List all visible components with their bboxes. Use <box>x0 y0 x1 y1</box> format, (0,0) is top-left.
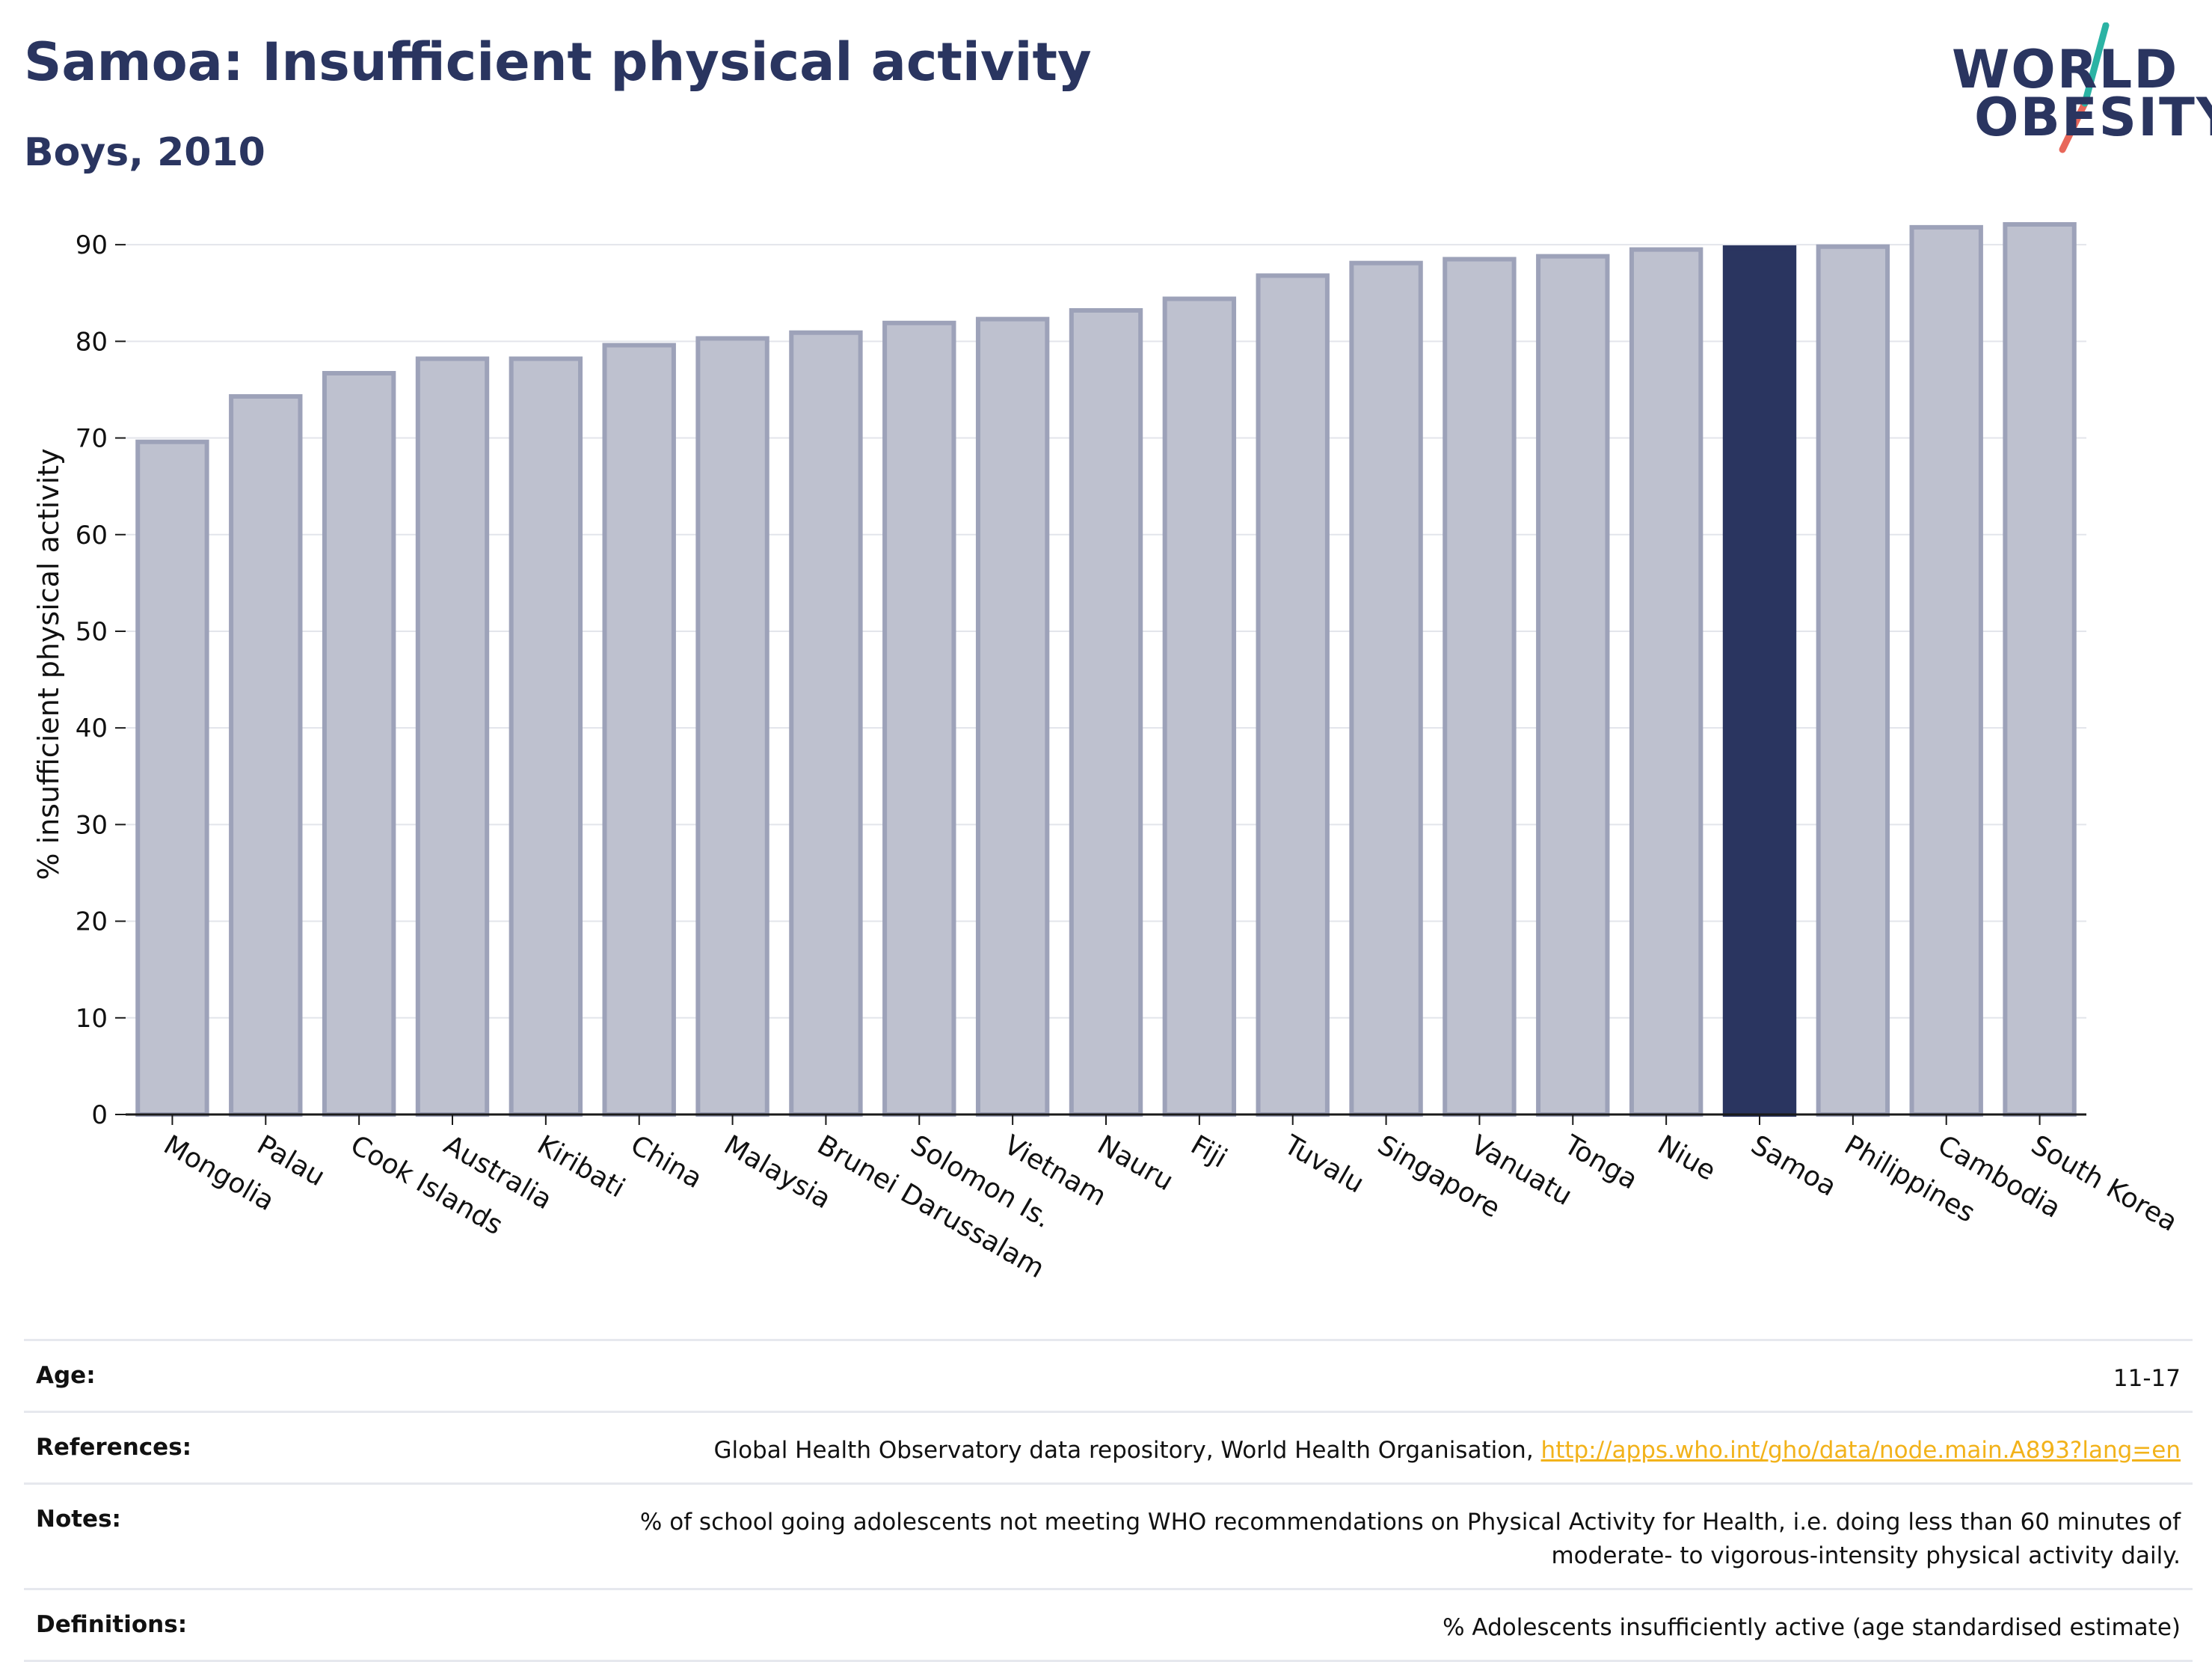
bar <box>135 439 209 1117</box>
bar <box>322 370 396 1117</box>
x-tick-label: Samoa <box>1746 1129 1842 1203</box>
x-tick-label: Tuvalu <box>1278 1129 1368 1200</box>
bar <box>1536 254 1610 1117</box>
bar <box>602 343 676 1117</box>
y-tick-label: 40 <box>76 714 108 743</box>
y-tick-label: 80 <box>76 327 108 357</box>
age-value: 11-17 <box>2113 1365 2181 1392</box>
logo-word-obesity: OBESITY <box>1974 87 2212 148</box>
bar <box>1256 273 1330 1117</box>
references-link[interactable]: http://apps.who.int/gho/data/node.main.A… <box>1540 1436 2181 1464</box>
bar <box>415 356 490 1117</box>
x-tick-label: Niue <box>1653 1129 1721 1186</box>
notes-line-2: moderate- to vigorous-intensity physical… <box>1551 1542 2181 1569</box>
world-obesity-logo: WORLD OBESITY <box>1952 22 2212 157</box>
y-axis-ticks: 0 10 20 30 40 50 60 70 80 90 <box>76 230 126 1130</box>
bar <box>509 356 583 1117</box>
logo-word-world: WORLD <box>1952 39 2179 100</box>
y-tick-label: 60 <box>76 521 108 551</box>
x-tick-label: China <box>625 1129 707 1195</box>
x-tick-label: Fiji <box>1185 1129 1232 1174</box>
y-tick-label: 50 <box>76 617 108 647</box>
definitions-label: Definitions: <box>36 1610 188 1638</box>
logo-slash-icon <box>2059 22 2110 153</box>
bar <box>789 330 863 1117</box>
bar <box>695 336 769 1117</box>
y-tick-label: 10 <box>76 1004 108 1034</box>
notes-line-1: % of school going adolescents not meetin… <box>639 1508 2181 1536</box>
bars <box>135 222 2077 1117</box>
bar <box>1909 224 1983 1117</box>
bar <box>1816 244 1890 1117</box>
bar <box>1349 260 1423 1117</box>
references-text: Global Health Observatory data repositor… <box>713 1436 1534 1464</box>
bar <box>1629 247 1703 1117</box>
y-axis-label: % insufficient physical activity <box>32 448 65 880</box>
info-row-definitions: Definitions: % Adolescents insufficientl… <box>24 1587 2193 1662</box>
info-row-references: References: Global Health Observatory da… <box>24 1410 2193 1482</box>
bar <box>1069 307 1143 1117</box>
notes-label: Notes: <box>36 1505 121 1533</box>
bar-highlight <box>1722 245 1797 1117</box>
chart-title: Samoa: Insufficient physical activity <box>24 31 1092 93</box>
definitions-value: % Adolescents insufficiently active (age… <box>1443 1613 2181 1641</box>
bar <box>882 320 956 1117</box>
bar <box>975 316 1050 1117</box>
info-row-notes: Notes: % of school going adolescents not… <box>24 1482 2193 1588</box>
y-tick-label: 90 <box>76 230 108 260</box>
references-label: References: <box>36 1433 192 1461</box>
y-tick-label: 20 <box>76 907 108 937</box>
y-tick-label: 30 <box>76 810 108 840</box>
bar <box>1162 296 1237 1117</box>
references-value: Global Health Observatory data repositor… <box>713 1434 2181 1468</box>
info-row-age: Age: 11-17 <box>24 1339 2193 1411</box>
y-tick-label: 0 <box>91 1100 108 1130</box>
info-table: Age: 11-17 References: Global Health Obs… <box>24 1339 2193 1662</box>
chart-subtitle: Boys, 2010 <box>24 130 265 175</box>
y-tick-label: 70 <box>76 424 108 454</box>
bar <box>229 393 303 1117</box>
bar <box>2003 222 2077 1117</box>
age-label: Age: <box>36 1362 96 1389</box>
bar <box>1443 257 1517 1117</box>
notes-value: % of school going adolescents not meetin… <box>640 1506 2181 1573</box>
x-tick-label: Malaysia <box>719 1129 836 1215</box>
